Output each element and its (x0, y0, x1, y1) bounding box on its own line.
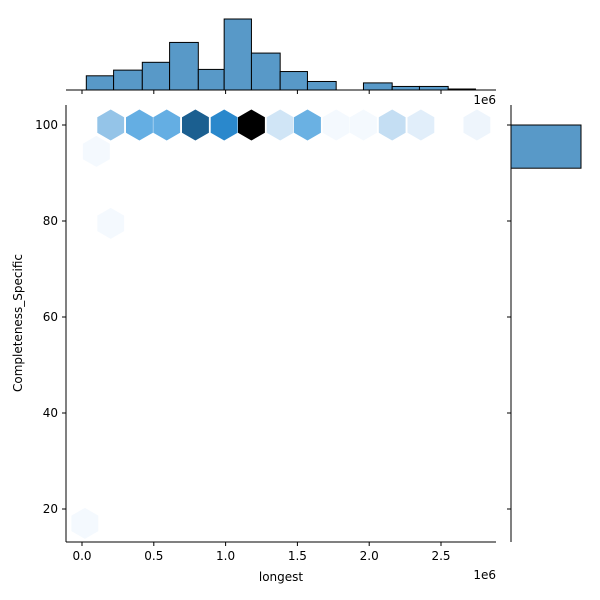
hexbin-cell (71, 507, 99, 539)
hexbin-cell (97, 109, 125, 141)
x-tick-label: 2.0 (360, 549, 379, 563)
top-histogram-bar (250, 52, 281, 91)
y-tick-label: 40 (43, 406, 58, 420)
top-histogram-bar (113, 69, 143, 91)
hexbin-cell (407, 109, 435, 141)
top-histogram-bar (362, 82, 393, 91)
top-histogram-bar (85, 75, 115, 91)
hexbin-cell (238, 109, 265, 141)
top-histogram-bar (418, 85, 449, 91)
hexbin-cell (210, 109, 238, 141)
hexbin-cell (126, 109, 153, 141)
hexbin-cells (71, 109, 491, 539)
x-tick-label: 2.5 (431, 549, 450, 563)
top-histogram-bar (223, 18, 252, 91)
hexbin-cell (463, 109, 491, 141)
hexbin-cell (378, 109, 406, 141)
top-histogram-bar (391, 85, 420, 91)
top-marginal-ticks (81, 90, 442, 94)
top-histogram-bar (306, 80, 337, 91)
y-tick-label: 20 (43, 502, 58, 516)
hexbin-cell (182, 109, 209, 141)
x-tick-label: 1.0 (216, 549, 235, 563)
x-axis-label: longest (259, 570, 304, 584)
x-tick-label: 0.0 (72, 549, 91, 563)
top-histogram-bar (169, 41, 199, 91)
top-offset-label: 1e6 (473, 93, 496, 107)
x-tick-label: 0.5 (144, 549, 163, 563)
y-axis-ticks: 20 40 60 80 100 (35, 118, 66, 516)
x-axis-ticks: 0.0 0.5 1.0 1.5 2.0 2.5 (72, 542, 451, 563)
y-axis-label: Completeness_Specific (11, 254, 25, 392)
right-histogram-bar (510, 124, 582, 169)
y-tick-label: 60 (43, 310, 58, 324)
hexbin-cell (266, 109, 294, 141)
x-tick-label: 1.5 (288, 549, 307, 563)
top-histogram-bar (197, 68, 225, 91)
top-histogram-bar (141, 61, 171, 91)
y-tick-label: 100 (35, 118, 58, 132)
top-histogram-bar (279, 71, 308, 91)
top-marginal-histogram (85, 18, 476, 91)
x-offset-label: 1e6 (473, 568, 496, 582)
hexbin-cell (350, 109, 377, 141)
hexbin-cell (97, 207, 125, 239)
hexbin-cell (294, 109, 321, 141)
y-tick-label: 80 (43, 214, 58, 228)
right-marginal-ticks (507, 124, 511, 510)
hexbin-cell (322, 109, 350, 141)
right-marginal-histogram (510, 124, 582, 169)
hexbin-cell (153, 109, 181, 141)
hexbin-cell (82, 135, 110, 167)
